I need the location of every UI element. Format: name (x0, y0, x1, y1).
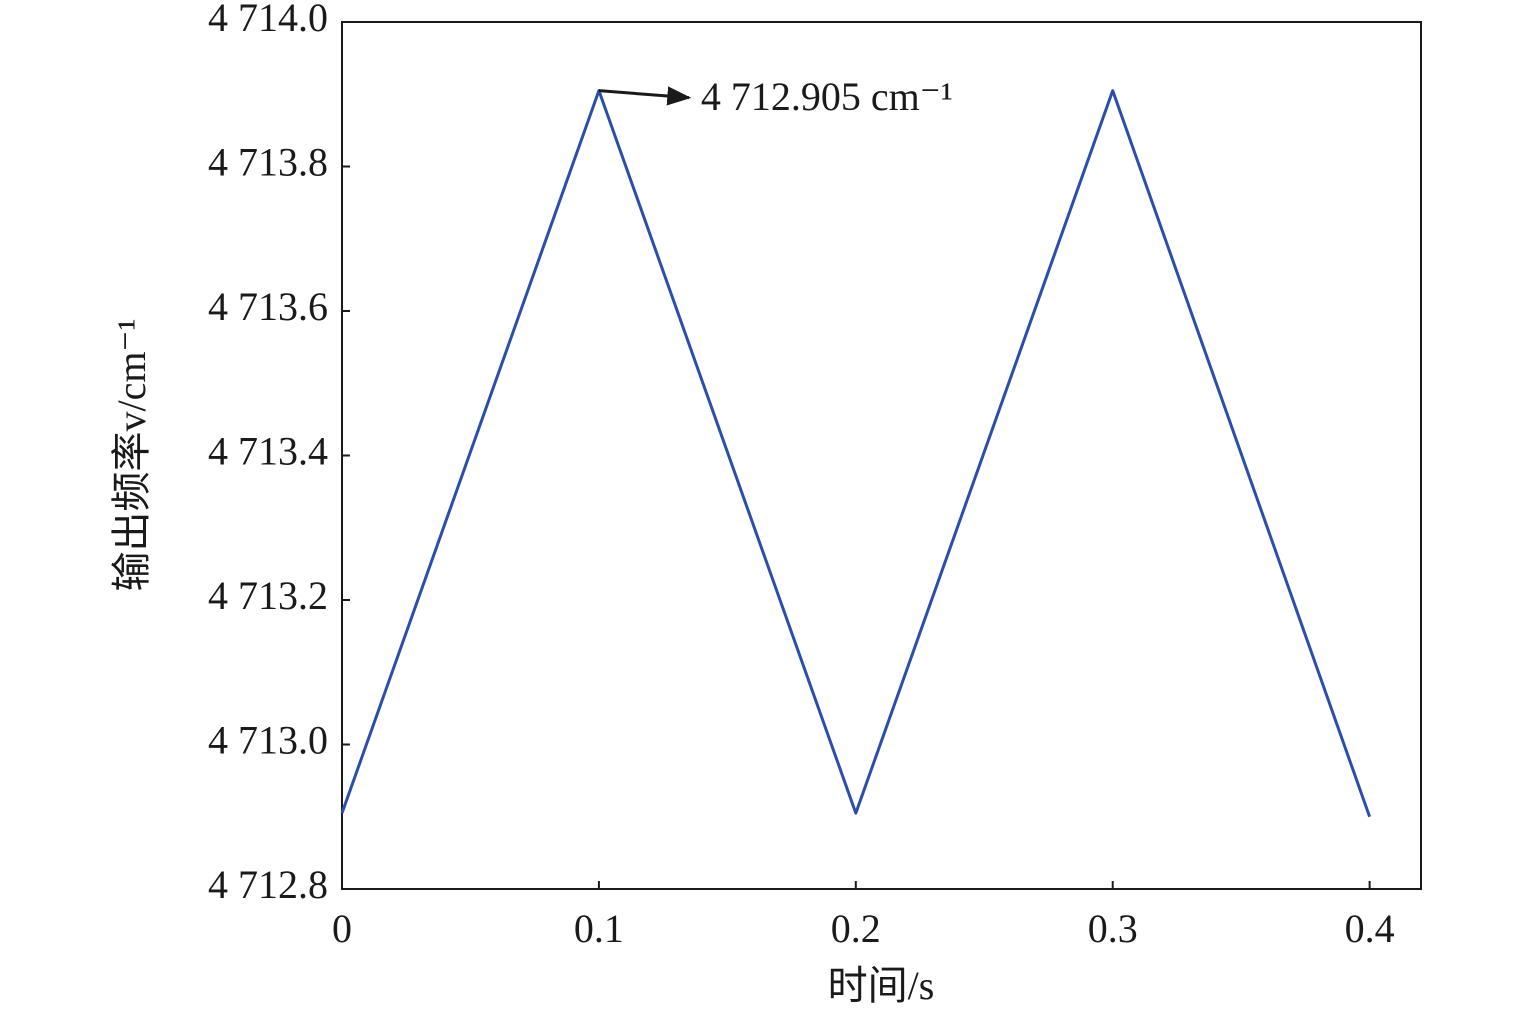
x-tick-label: 0.1 (574, 906, 624, 951)
annotation: 4 712.905 cm⁻¹ (701, 74, 953, 119)
line-series (340, 89, 1372, 818)
plot-frame (341, 21, 1422, 890)
y-tick-label: 4 713.0 (208, 718, 328, 763)
y-tick-label: 4 713.6 (208, 284, 328, 329)
y-tick-label: 4 714.0 (208, 0, 328, 40)
y-tick-label: 4 713.4 (208, 429, 328, 474)
x-tick-label: 0 (332, 906, 352, 951)
y-tick-label: 4 713.8 (208, 140, 328, 185)
x-tick-label: 0.2 (831, 906, 881, 951)
x-axis-label: 时间/s (828, 963, 935, 1008)
x-tick-label: 0.4 (1345, 906, 1395, 951)
x-tick-label: 0.3 (1088, 906, 1138, 951)
y-tick-label: 4 713.2 (208, 573, 328, 618)
annotation-arrow (598, 86, 692, 106)
y-tick-label: 4 712.8 (208, 862, 328, 907)
y-axis-label: 输出频率v/cm⁻¹ (109, 318, 154, 591)
